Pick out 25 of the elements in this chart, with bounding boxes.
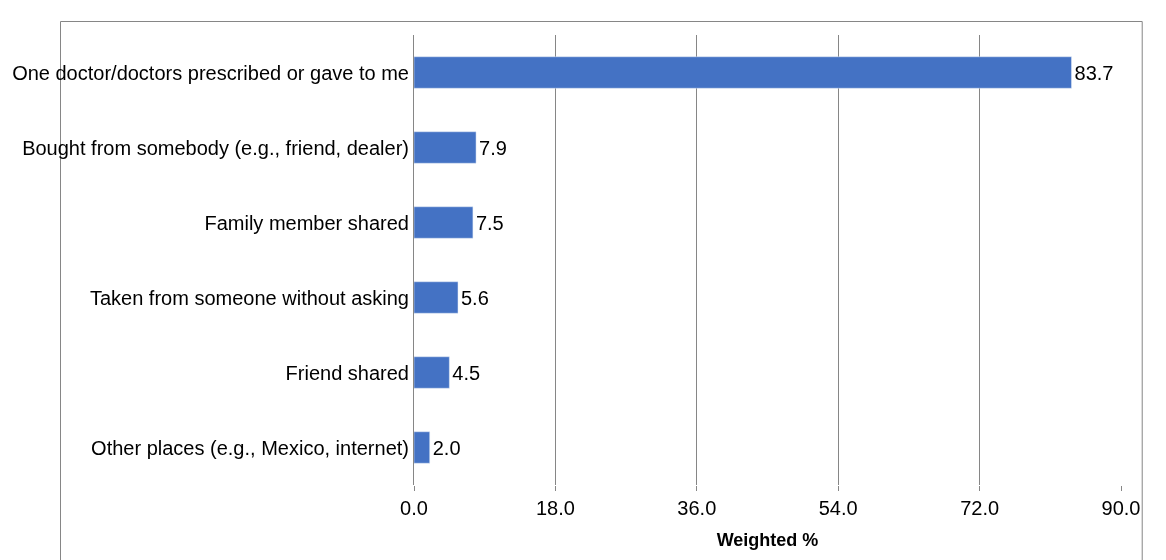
bar bbox=[414, 356, 450, 389]
x-tick-label: 36.0 bbox=[677, 497, 717, 519]
data-label: 5.6 bbox=[460, 286, 489, 309]
bar bbox=[414, 281, 459, 314]
x-tick-label: 0.0 bbox=[400, 497, 428, 519]
y-tick-label: One doctor/doctors prescribed or gave to me bbox=[12, 61, 409, 84]
y-tick-label: Taken from someone without asking bbox=[89, 286, 409, 309]
y-tick-label: Family member shared bbox=[204, 211, 409, 234]
bar bbox=[414, 131, 477, 164]
x-tick-label: 90.0 bbox=[1101, 497, 1141, 519]
data-label: 7.9 bbox=[479, 136, 507, 159]
y-tick-label: Other places (e.g., Mexico, internet) bbox=[91, 436, 409, 459]
x-tick-label: 72.0 bbox=[960, 497, 1000, 519]
y-tick-label: Friend shared bbox=[285, 361, 409, 384]
x-tick-label: 18.0 bbox=[535, 497, 575, 519]
x-axis-title: Weighted % bbox=[716, 530, 819, 551]
bar bbox=[414, 206, 474, 239]
data-label: 2.0 bbox=[432, 436, 461, 459]
data-label: 83.7 bbox=[1074, 61, 1114, 84]
bar bbox=[414, 56, 1072, 89]
data-label: 4.5 bbox=[452, 361, 481, 384]
data-label: 7.5 bbox=[475, 211, 504, 234]
bar bbox=[414, 431, 430, 464]
y-tick-label: Bought from somebody (e.g., friend, dealer) bbox=[22, 136, 409, 159]
x-tick-label: 54.0 bbox=[818, 497, 858, 519]
